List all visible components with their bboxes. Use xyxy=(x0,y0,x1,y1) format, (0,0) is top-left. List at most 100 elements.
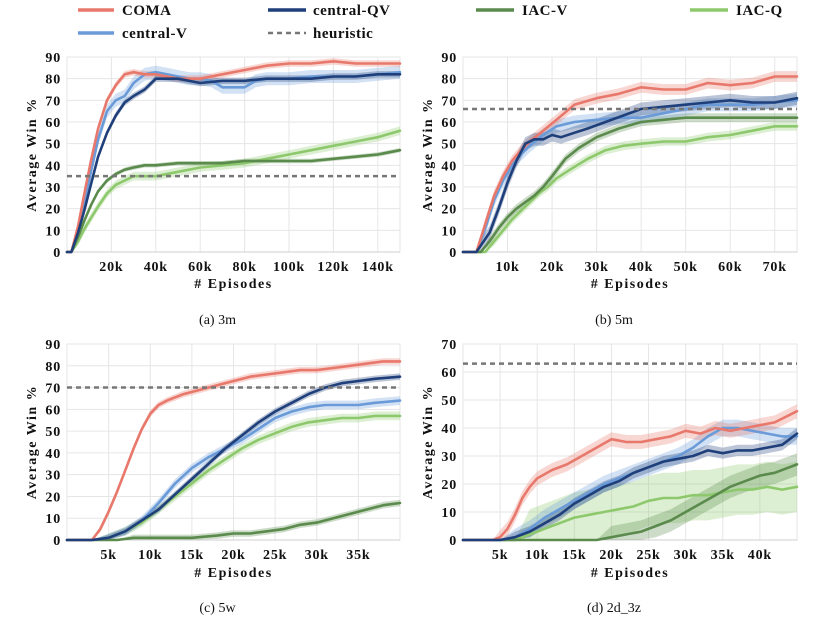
y-tick-label: 90 xyxy=(45,338,61,353)
y-tick-label: 30 xyxy=(45,181,61,196)
y-axis-label: Average Win % xyxy=(421,97,436,211)
chart-panel: 0 10 20 30 40 50 60 70 80 90 5k 10k 15k 20k 25k 30k 35k #… xyxy=(25,338,402,616)
series-band xyxy=(463,428,797,540)
x-tick-label: 50k xyxy=(674,260,698,275)
y-tick-label: 30 xyxy=(441,181,457,196)
series-line xyxy=(65,360,402,542)
chart-panel: 0 10 20 30 40 50 60 70 5k 10k 15k 20k 25k 30k 35k 40k # … xyxy=(421,338,799,616)
y-tick-label: 40 xyxy=(45,447,61,462)
y-axis-label: Average Win % xyxy=(421,385,436,499)
legend-item: COMA xyxy=(78,3,172,19)
series-band xyxy=(463,461,797,540)
series-line xyxy=(461,75,799,254)
x-tick-label: 40k xyxy=(144,260,168,275)
x-tick-label: 35k xyxy=(711,548,735,563)
x-tick-label: 60k xyxy=(718,260,742,275)
series-line xyxy=(461,96,799,254)
x-tick-label: 15k xyxy=(180,548,204,563)
y-tick-label: 30 xyxy=(441,450,457,465)
series-line xyxy=(461,485,799,542)
y-tick-label: 80 xyxy=(45,360,61,375)
y-tick-label: 20 xyxy=(441,478,457,493)
x-axis-label: # Episodes xyxy=(591,277,669,292)
y-tick-label: 0 xyxy=(53,246,61,261)
y-tick-label: 0 xyxy=(449,534,457,549)
series-line xyxy=(65,501,402,542)
y-tick-label: 60 xyxy=(441,116,457,131)
y-tick-label: 70 xyxy=(45,94,61,109)
legend-label: central-V xyxy=(122,26,187,42)
x-tick-label: 20k xyxy=(99,260,123,275)
x-tick-label: 10k xyxy=(525,548,549,563)
y-tick-label: 60 xyxy=(45,403,61,418)
legend-item: IAC-Q xyxy=(690,3,782,19)
y-tick-label: 20 xyxy=(45,490,61,505)
y-tick-label: 20 xyxy=(441,203,457,218)
x-tick-label: 20k xyxy=(221,548,245,563)
chart-panel: 0 10 20 30 40 50 60 70 80 90 10k 20k 30k 40k 50k 60k 70k… xyxy=(421,51,799,328)
plot-area xyxy=(66,56,401,253)
y-tick-label: 10 xyxy=(441,224,457,239)
y-tick-label: 10 xyxy=(45,512,61,527)
series-band xyxy=(463,419,797,540)
legend: COMA central-QV IAC-V IAC-Q central-V heurist… xyxy=(78,3,782,42)
y-tick-label: 60 xyxy=(45,116,61,131)
y-tick-label: 90 xyxy=(441,51,457,66)
x-tick-label: 30k xyxy=(674,548,698,563)
y-tick-label: 70 xyxy=(441,338,457,353)
series-line xyxy=(65,129,402,254)
series-line xyxy=(461,99,799,254)
legend-item: IAC-V xyxy=(476,3,568,19)
y-tick-label: 0 xyxy=(449,246,457,261)
legend-label: heuristic xyxy=(313,26,373,42)
x-tick-label: 30k xyxy=(585,260,609,275)
series-line xyxy=(461,432,799,542)
legend-label: IAC-V xyxy=(522,3,568,19)
x-axis-label: # Episodes xyxy=(194,566,272,581)
y-tick-label: 0 xyxy=(53,534,61,549)
y-tick-label: 80 xyxy=(441,73,457,88)
legend-item: central-V xyxy=(78,26,187,42)
y-tick-label: 10 xyxy=(441,506,457,521)
x-tick-label: 15k xyxy=(562,548,586,563)
x-tick-label: 30k xyxy=(305,548,329,563)
y-tick-label: 40 xyxy=(441,159,457,174)
series-line xyxy=(65,375,402,542)
x-tick-label: 5k xyxy=(492,548,508,563)
y-tick-label: 60 xyxy=(441,366,457,381)
y-tick-label: 90 xyxy=(45,51,61,66)
y-tick-label: 30 xyxy=(45,469,61,484)
series-line xyxy=(461,409,799,542)
legend-item: central-QV xyxy=(268,3,390,19)
panel-caption: (c) 5w xyxy=(199,601,236,616)
series-line xyxy=(461,463,799,542)
y-tick-label: 80 xyxy=(45,73,61,88)
x-tick-label: 140k xyxy=(362,260,394,275)
series-band xyxy=(463,404,797,540)
y-axis-label: Average Win % xyxy=(25,97,40,211)
y-tick-label: 10 xyxy=(45,224,61,239)
x-tick-label: 40k xyxy=(629,260,653,275)
x-tick-label: 20k xyxy=(599,548,623,563)
y-tick-label: 70 xyxy=(45,382,61,397)
y-tick-label: 50 xyxy=(441,138,457,153)
x-tick-label: 20k xyxy=(540,260,564,275)
x-tick-label: 40k xyxy=(748,548,772,563)
x-tick-label: 120k xyxy=(317,260,349,275)
y-tick-label: 70 xyxy=(441,94,457,109)
series-band xyxy=(463,453,797,540)
x-tick-label: 35k xyxy=(346,548,370,563)
x-tick-label: 60k xyxy=(188,260,212,275)
series-line xyxy=(65,148,402,254)
chart-panel: 0 10 20 30 40 50 60 70 80 90 20k 40k 60k 80k 100k 120k 1… xyxy=(25,51,402,328)
legend-label: COMA xyxy=(122,3,172,19)
y-tick-label: 50 xyxy=(441,394,457,409)
x-axis-label: # Episodes xyxy=(194,277,272,292)
y-axis-label: Average Win % xyxy=(25,385,40,499)
y-tick-label: 40 xyxy=(45,159,61,174)
x-tick-label: 25k xyxy=(263,548,287,563)
x-tick-label: 5k xyxy=(100,548,116,563)
x-tick-label: 10k xyxy=(138,548,162,563)
x-tick-label: 80k xyxy=(233,260,257,275)
